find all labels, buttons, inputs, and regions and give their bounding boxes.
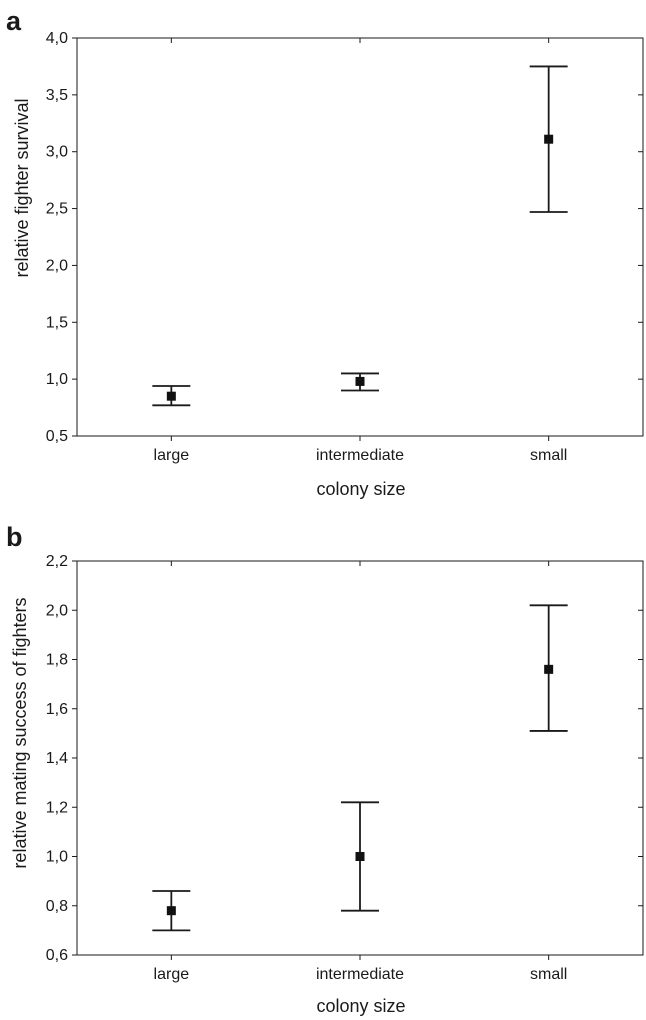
y-tick-label-a: 4,0 [46, 30, 68, 47]
panel-letter-b: b [6, 522, 23, 552]
mean-marker-b [544, 664, 554, 674]
y-tick-label-a: 2,0 [46, 257, 68, 274]
x-tick-label-b: large [154, 966, 190, 983]
y-axis-label-a: relative fighter survival [12, 98, 32, 277]
y-tick-label-b: 1,4 [46, 750, 68, 767]
x-tick-label-a: large [154, 447, 190, 464]
x-tick-label-b: small [530, 966, 567, 983]
mean-marker-a [355, 376, 365, 386]
y-tick-label-a: 3,0 [46, 144, 68, 161]
mean-marker-a [544, 134, 554, 144]
y-tick-label-b: 2,0 [46, 602, 68, 619]
x-axis-label-b: colony size [316, 996, 405, 1016]
y-tick-label-b: 1,6 [46, 701, 68, 718]
y-tick-label-b: 2,2 [46, 553, 68, 570]
panel-letter-a: a [6, 6, 22, 36]
panel-b: b relative mating success of fighters co… [6, 522, 644, 1016]
y-tick-label-b: 1,0 [46, 849, 68, 866]
y-tick-label-a: 0,5 [46, 428, 68, 445]
y-tick-label-a: 2,5 [46, 201, 68, 218]
y-tick-label-b: 0,8 [46, 898, 68, 915]
y-tick-label-a: 1,5 [46, 314, 68, 331]
y-tick-label-a: 3,5 [46, 87, 68, 104]
x-tick-label-a: intermediate [316, 447, 404, 464]
x-tick-label-b: intermediate [316, 966, 404, 983]
x-tick-label-a: small [530, 447, 567, 464]
y-tick-label-b: 0,6 [46, 947, 68, 964]
mean-marker-b [355, 852, 365, 861]
mean-marker-b [166, 906, 176, 916]
y-tick-label-b: 1,8 [46, 652, 68, 669]
panel-a: a relative fighter survival colony size … [6, 6, 644, 499]
y-tick-label-a: 1,0 [46, 371, 68, 388]
mean-marker-a [166, 391, 176, 401]
y-axis-label-b: relative mating success of fighters [10, 597, 30, 868]
y-tick-label-b: 1,2 [46, 799, 68, 816]
x-axis-label-a: colony size [316, 479, 405, 499]
